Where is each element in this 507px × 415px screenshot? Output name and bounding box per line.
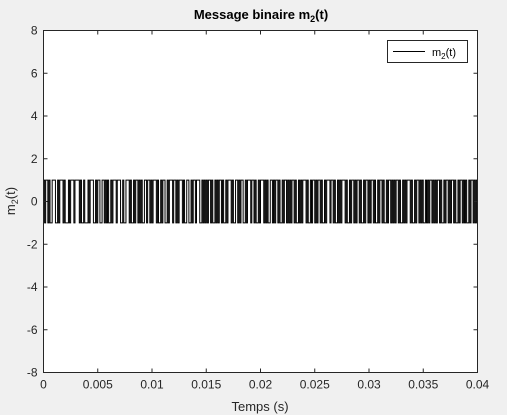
- chart-title: Message binaire m2(t): [194, 7, 328, 24]
- x-axis-ticks: 0 0.005 0.01 0.015 0.02 0.025 0.03 0.035 0.04: [40, 30, 490, 392]
- y-tick-label: 8: [31, 24, 38, 38]
- x-tick-label: 0.01: [140, 378, 164, 392]
- y-axis-ticks: -8 -6 -4 -2 0 2 4 6 8: [27, 24, 478, 380]
- y-tick-label: -8: [27, 366, 38, 380]
- x-tick-label: 0.025: [300, 378, 330, 392]
- y-tick-label: 0: [31, 195, 38, 209]
- legend: m2(t): [387, 40, 468, 63]
- series-layer: [43, 179, 478, 224]
- chart-title-subscript: 2: [310, 14, 315, 24]
- x-tick-label: 0.03: [357, 378, 381, 392]
- x-tick-label: 0.035: [408, 378, 438, 392]
- x-tick-label: 0.005: [83, 378, 113, 392]
- y-axis-label-main: m: [3, 204, 18, 215]
- series-line-m2: [43, 179, 478, 224]
- legend-entry-suffix: (t): [446, 47, 456, 59]
- y-tick-label: -4: [27, 280, 38, 294]
- y-tick-label: -2: [27, 237, 38, 251]
- y-tick-label: -6: [27, 323, 38, 337]
- x-tick-label: 0.015: [191, 378, 221, 392]
- y-tick-label: 4: [31, 109, 38, 123]
- y-axis-label: m2(t): [3, 187, 20, 215]
- x-tick-label: 0.02: [249, 378, 273, 392]
- legend-entry-name: m: [432, 47, 441, 59]
- chart-title-suffix: (t): [315, 7, 328, 22]
- legend-entry-subscript: 2: [441, 52, 446, 61]
- chart-title-main: Message binaire m: [194, 7, 310, 22]
- x-axis-label: Temps (s): [231, 399, 288, 414]
- x-tick-label: 0: [40, 378, 47, 392]
- y-tick-label: 6: [31, 66, 38, 80]
- y-tick-label: 2: [31, 152, 38, 166]
- x-tick-label: 0.04: [466, 378, 490, 392]
- legend-entry-label: m2(t): [432, 47, 456, 61]
- legend-box: [387, 40, 468, 63]
- y-axis-label-subscript: 2: [10, 199, 20, 204]
- y-axis-label-suffix: (t): [3, 187, 18, 199]
